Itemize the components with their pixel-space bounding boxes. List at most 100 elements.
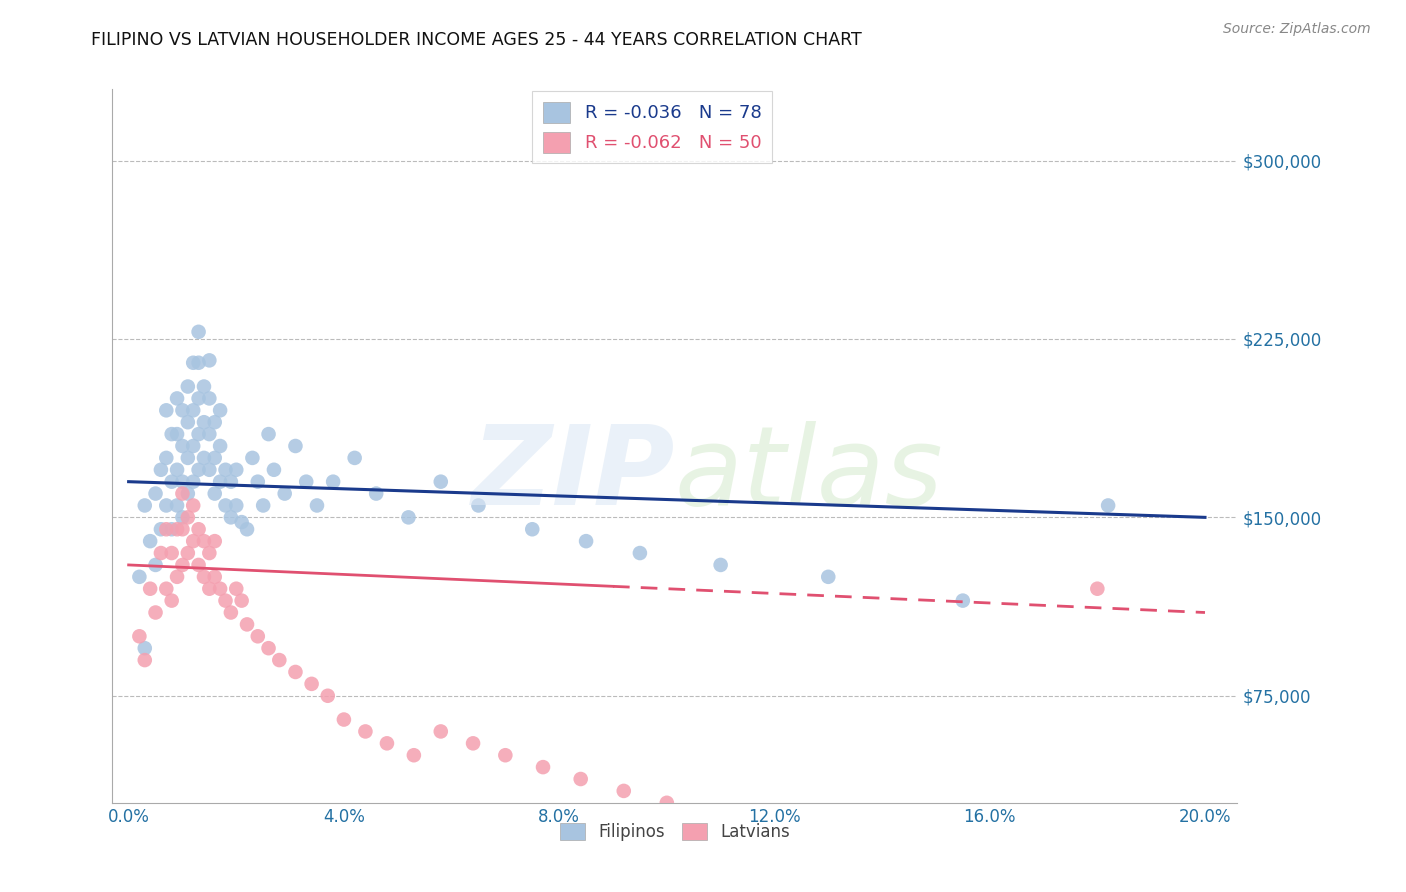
Point — [166, 499, 188, 513]
Point — [160, 522, 183, 536]
Point — [322, 475, 344, 489]
Point — [204, 450, 226, 465]
Point — [187, 463, 209, 477]
Point — [198, 463, 221, 477]
Point — [263, 463, 285, 477]
Point — [531, 760, 554, 774]
Point — [655, 796, 678, 810]
Text: atlas: atlas — [675, 421, 943, 528]
Point — [155, 499, 177, 513]
Point — [172, 522, 194, 536]
Point — [284, 665, 307, 679]
Point — [284, 439, 307, 453]
Point — [710, 558, 733, 572]
Point — [166, 570, 188, 584]
Point — [193, 415, 215, 429]
Point — [172, 439, 194, 453]
Point — [354, 724, 377, 739]
Point — [569, 772, 592, 786]
Point — [613, 784, 636, 798]
Point — [193, 570, 215, 584]
Point — [204, 486, 226, 500]
Point — [172, 403, 194, 417]
Point — [628, 546, 651, 560]
Point — [181, 475, 204, 489]
Point — [209, 439, 232, 453]
Point — [219, 606, 242, 620]
Point — [219, 475, 242, 489]
Point — [172, 475, 194, 489]
Point — [166, 427, 188, 442]
Point — [467, 499, 489, 513]
Point — [187, 427, 209, 442]
Point — [166, 392, 188, 406]
Point — [166, 522, 188, 536]
Point — [160, 475, 183, 489]
Point — [181, 439, 204, 453]
Point — [204, 534, 226, 549]
Point — [375, 736, 398, 750]
Point — [198, 427, 221, 442]
Point — [145, 486, 167, 500]
Point — [209, 582, 232, 596]
Point — [366, 486, 388, 500]
Point — [160, 593, 183, 607]
Point — [134, 499, 156, 513]
Point — [333, 713, 356, 727]
Point — [160, 427, 183, 442]
Point — [187, 356, 209, 370]
Point — [817, 570, 839, 584]
Point — [145, 606, 167, 620]
Point — [193, 534, 215, 549]
Point — [305, 499, 328, 513]
Point — [214, 499, 236, 513]
Point — [155, 403, 177, 417]
Point — [214, 463, 236, 477]
Point — [181, 534, 204, 549]
Point — [181, 499, 204, 513]
Point — [257, 427, 280, 442]
Point — [198, 546, 221, 560]
Text: ZIP: ZIP — [471, 421, 675, 528]
Point — [402, 748, 425, 763]
Point — [166, 463, 188, 477]
Point — [177, 450, 200, 465]
Point — [316, 689, 339, 703]
Point — [187, 558, 209, 572]
Point — [181, 403, 204, 417]
Point — [155, 450, 177, 465]
Point — [461, 736, 484, 750]
Point — [193, 379, 215, 393]
Point — [1097, 499, 1119, 513]
Point — [134, 653, 156, 667]
Point — [204, 415, 226, 429]
Point — [139, 582, 162, 596]
Point — [301, 677, 323, 691]
Point — [198, 582, 221, 596]
Point — [149, 522, 172, 536]
Point — [236, 522, 259, 536]
Point — [198, 353, 221, 368]
Point — [149, 463, 172, 477]
Point — [155, 582, 177, 596]
Point — [187, 392, 209, 406]
Text: Source: ZipAtlas.com: Source: ZipAtlas.com — [1223, 22, 1371, 37]
Point — [225, 499, 247, 513]
Point — [177, 486, 200, 500]
Point — [952, 593, 974, 607]
Text: FILIPINO VS LATVIAN HOUSEHOLDER INCOME AGES 25 - 44 YEARS CORRELATION CHART: FILIPINO VS LATVIAN HOUSEHOLDER INCOME A… — [91, 31, 862, 49]
Point — [172, 486, 194, 500]
Point — [225, 463, 247, 477]
Point — [575, 534, 598, 549]
Point — [246, 475, 269, 489]
Point — [273, 486, 295, 500]
Point — [225, 582, 247, 596]
Point — [209, 475, 232, 489]
Point — [343, 450, 366, 465]
Point — [177, 379, 200, 393]
Point — [177, 415, 200, 429]
Point — [128, 629, 150, 643]
Point — [252, 499, 274, 513]
Point — [160, 546, 183, 560]
Point — [231, 593, 253, 607]
